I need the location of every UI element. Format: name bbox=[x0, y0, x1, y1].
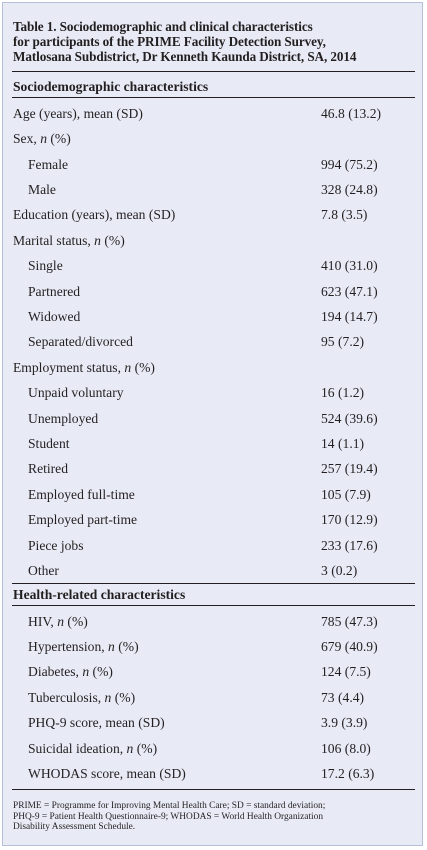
row-value: 410 (31.0) bbox=[321, 258, 378, 273]
section-rule bbox=[12, 583, 415, 584]
row-label: Student bbox=[28, 436, 70, 451]
row-value: 194 (14.7) bbox=[321, 309, 378, 324]
row-label: Suicidal ideation, n (%) bbox=[28, 741, 158, 756]
row-label: WHODAS score, mean (SD) bbox=[28, 766, 186, 781]
row-label: Unpaid voluntary bbox=[28, 385, 124, 400]
table-row: Widowed 194 (14.7) bbox=[3, 308, 424, 326]
row-value: 233 (17.6) bbox=[321, 538, 378, 553]
row-label: Age (years), mean (SD) bbox=[13, 106, 143, 121]
footnote-line: PHQ-9 = Patient Health Questionnaire-9; … bbox=[13, 811, 324, 822]
table-row: HIV, n (%) 785 (47.3) bbox=[3, 613, 424, 631]
section-header-sociodemographic: Sociodemographic characteristics bbox=[13, 79, 209, 94]
table-row: Employment status, n (%) bbox=[3, 359, 424, 377]
table-row: Tuberculosis, n (%) 73 (4.4) bbox=[3, 689, 424, 707]
row-label: Female bbox=[28, 157, 69, 172]
row-value: 124 (7.5) bbox=[321, 664, 371, 679]
table-bottom-rule bbox=[12, 789, 415, 791]
row-label: Retired bbox=[28, 461, 69, 476]
row-value: 3 (0.2) bbox=[321, 563, 358, 578]
table-row: Retired 257 (19.4) bbox=[3, 460, 424, 478]
row-label: Piece jobs bbox=[28, 538, 84, 553]
section-rule bbox=[12, 605, 415, 606]
row-value: 994 (75.2) bbox=[321, 157, 378, 172]
row-label: Partnered bbox=[28, 284, 81, 299]
table-row: Employed full-time 105 (7.9) bbox=[3, 486, 424, 504]
row-value: 170 (12.9) bbox=[321, 512, 378, 527]
table-title-line: for participants of the PRIME Facility D… bbox=[13, 34, 326, 49]
table-row: Hypertension, n (%) 679 (40.9) bbox=[3, 638, 424, 656]
table-footnote: PRIME = Programme for Improving Mental H… bbox=[13, 801, 418, 833]
table-panel: Table 1. Sociodemographic and clinical c… bbox=[2, 2, 423, 846]
table-row: Separated/divorced 95 (7.2) bbox=[3, 333, 424, 351]
footnote-line: PRIME = Programme for Improving Mental H… bbox=[13, 801, 326, 811]
table-title-line: Matlosana Subdistrict, Dr Kenneth Kaunda… bbox=[13, 49, 357, 64]
row-value: 257 (19.4) bbox=[321, 461, 378, 476]
row-label: Tuberculosis, n (%) bbox=[28, 690, 136, 705]
row-label: Unemployed bbox=[28, 411, 99, 426]
row-label: Marital status, n (%) bbox=[13, 233, 125, 248]
table-row: Marital status, n (%) bbox=[3, 232, 424, 250]
row-value: 95 (7.2) bbox=[321, 334, 365, 349]
row-label: HIV, n (%) bbox=[28, 614, 88, 629]
row-value: 73 (4.4) bbox=[321, 690, 365, 705]
row-value: 623 (47.1) bbox=[321, 284, 378, 299]
row-value: 16 (1.2) bbox=[321, 385, 365, 400]
table-row: Sex, n (%) bbox=[3, 130, 424, 148]
table-row: Female 994 (75.2) bbox=[3, 156, 424, 174]
row-value: 328 (24.8) bbox=[321, 182, 378, 197]
row-label: Single bbox=[28, 258, 63, 273]
row-label: Employed full-time bbox=[28, 487, 135, 502]
row-value: 105 (7.9) bbox=[321, 487, 371, 502]
table-row: Student 14 (1.1) bbox=[3, 435, 424, 453]
row-label: Diabetes, n (%) bbox=[28, 664, 113, 679]
table-row: Education (years), mean (SD) 7.8 (3.5) bbox=[3, 206, 424, 224]
row-value: 524 (39.6) bbox=[321, 411, 378, 426]
section-rule bbox=[12, 97, 415, 98]
table-row: Other 3 (0.2) bbox=[3, 562, 424, 580]
row-label: Employment status, n (%) bbox=[13, 360, 155, 375]
table-row: Piece jobs 233 (17.6) bbox=[3, 537, 424, 555]
row-label: Employed part-time bbox=[28, 512, 138, 527]
table-row: PHQ-9 score, mean (SD) 3.9 (3.9) bbox=[3, 714, 424, 732]
title-rule bbox=[12, 71, 415, 73]
row-value: 14 (1.1) bbox=[321, 436, 365, 451]
table-row: Unemployed 524 (39.6) bbox=[3, 410, 424, 428]
table-title: Table 1. Sociodemographic and clinical c… bbox=[13, 19, 418, 64]
table-row: Suicidal ideation, n (%) 106 (8.0) bbox=[3, 740, 424, 758]
table-row: Unpaid voluntary 16 (1.2) bbox=[3, 384, 424, 402]
row-value: 46.8 (13.2) bbox=[321, 106, 382, 121]
table-row: Age (years), mean (SD) 46.8 (13.2) bbox=[3, 105, 424, 123]
row-label: Widowed bbox=[28, 309, 81, 324]
table-row: Diabetes, n (%) 124 (7.5) bbox=[3, 663, 424, 681]
row-label: Other bbox=[28, 563, 59, 578]
row-label: Separated/divorced bbox=[28, 334, 133, 349]
row-label: PHQ-9 score, mean (SD) bbox=[28, 715, 165, 730]
row-label: Education (years), mean (SD) bbox=[13, 207, 176, 222]
row-label: Male bbox=[28, 182, 56, 197]
row-value: 7.8 (3.5) bbox=[321, 207, 368, 222]
row-value: 3.9 (3.9) bbox=[321, 715, 368, 730]
table-row: Single 410 (31.0) bbox=[3, 257, 424, 275]
row-value: 106 (8.0) bbox=[321, 741, 371, 756]
row-label: Sex, n (%) bbox=[13, 131, 71, 146]
table-row: Employed part-time 170 (12.9) bbox=[3, 511, 424, 529]
table-row: WHODAS score, mean (SD) 17.2 (6.3) bbox=[3, 765, 424, 783]
footnote-line: Disability Assessment Schedule. bbox=[13, 822, 136, 833]
section-header-health: Health-related characteristics bbox=[13, 587, 186, 602]
row-label: Hypertension, n (%) bbox=[28, 639, 139, 654]
table-row: Male 328 (24.8) bbox=[3, 181, 424, 199]
table-title-line: Table 1. Sociodemographic and clinical c… bbox=[13, 19, 313, 34]
row-value: 785 (47.3) bbox=[321, 614, 378, 629]
row-value: 17.2 (6.3) bbox=[321, 766, 375, 781]
row-value: 679 (40.9) bbox=[321, 639, 378, 654]
table-row: Partnered 623 (47.1) bbox=[3, 283, 424, 301]
